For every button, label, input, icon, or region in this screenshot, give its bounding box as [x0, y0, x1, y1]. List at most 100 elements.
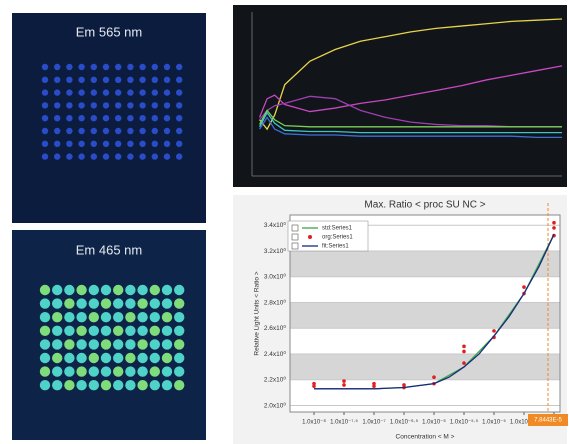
y-tick-label: 3.0x10⁰ [264, 273, 287, 281]
well [174, 325, 185, 336]
well [76, 366, 87, 377]
data-point [312, 384, 316, 389]
well [115, 102, 122, 109]
y-tick-label: 2.4x10⁰ [264, 350, 287, 358]
well [102, 76, 110, 84]
well [151, 63, 158, 71]
well [64, 325, 75, 336]
well [174, 284, 185, 296]
x-tick-label: 1.0x10⁻⁸ [302, 419, 326, 426]
well [102, 127, 110, 135]
well [115, 76, 122, 84]
well [66, 115, 73, 122]
data-point [552, 226, 556, 230]
well [113, 352, 124, 364]
x-tick-label: 1.0x10⁻⁵ [482, 419, 506, 426]
well [39, 284, 51, 296]
well [90, 140, 98, 147]
well [125, 312, 136, 323]
well [125, 284, 136, 296]
well [127, 63, 134, 71]
well [113, 312, 124, 323]
well [125, 339, 136, 350]
grid-band [290, 251, 560, 277]
well [88, 380, 100, 391]
well [139, 63, 146, 71]
series-line [258, 111, 562, 134]
well [151, 115, 158, 122]
data-point [522, 285, 526, 289]
well [161, 325, 173, 336]
legend-label: org:Series1 [322, 235, 353, 241]
well [90, 153, 98, 160]
x-tick-label: 1.0x10⁻⁵·⁵ [450, 419, 479, 426]
well [149, 312, 160, 323]
well [88, 352, 100, 364]
well [149, 284, 160, 296]
well [54, 153, 61, 160]
well [39, 312, 51, 323]
well [90, 102, 98, 109]
well [163, 115, 171, 122]
well [149, 298, 160, 309]
well [137, 366, 148, 377]
well [88, 366, 100, 377]
well [151, 76, 158, 84]
well [137, 352, 148, 364]
y-tick-label: 3.2x10⁰ [264, 247, 287, 255]
well [78, 89, 85, 96]
well [41, 76, 49, 84]
wells [39, 63, 185, 391]
y-axis-label: Relative Light Units < Ratio > [254, 271, 261, 355]
well [139, 127, 146, 135]
well [39, 366, 51, 377]
well [174, 312, 185, 323]
well [78, 76, 85, 84]
well [176, 153, 183, 160]
well [100, 312, 112, 323]
well [88, 339, 100, 350]
well [88, 312, 100, 323]
legend-label: std:Series1 [322, 226, 353, 232]
well [149, 380, 160, 391]
well [88, 298, 100, 309]
well [125, 366, 136, 377]
well [113, 380, 124, 391]
y-tick-label: 2.8x10⁰ [264, 298, 287, 306]
well [41, 102, 49, 109]
legend-box [287, 220, 369, 252]
well [39, 325, 51, 336]
chart-background [233, 5, 567, 187]
well [54, 115, 61, 122]
well [102, 63, 110, 71]
well [139, 115, 146, 122]
data-point [312, 381, 316, 386]
chart-title: Max. Ratio < proc SU NC > [364, 200, 485, 211]
annotation-box [528, 414, 568, 426]
well [149, 352, 160, 364]
well [78, 63, 85, 71]
series-line [314, 234, 555, 390]
well [52, 339, 63, 350]
well [115, 115, 122, 122]
well [163, 63, 171, 71]
well [52, 380, 63, 391]
well [127, 153, 134, 160]
well [163, 153, 171, 160]
well [174, 298, 185, 309]
well [52, 312, 63, 323]
well [54, 63, 61, 71]
well [174, 352, 185, 364]
well [90, 76, 98, 84]
data-point [462, 344, 466, 349]
well [52, 298, 63, 309]
well [127, 115, 134, 122]
well [161, 312, 173, 323]
well [78, 115, 85, 122]
well [90, 89, 98, 96]
well [151, 140, 158, 147]
x-tick-label: 1.0x10⁻⁷ [362, 419, 385, 426]
well [176, 115, 183, 122]
well [64, 339, 75, 350]
